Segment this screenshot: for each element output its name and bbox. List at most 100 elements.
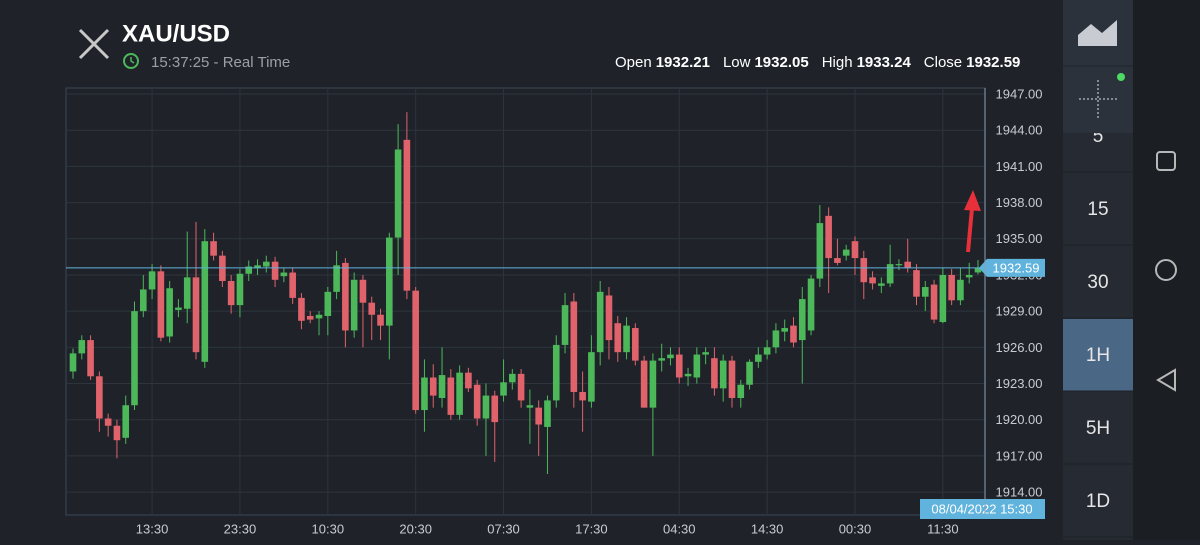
candle-body bbox=[869, 277, 876, 284]
candle-body bbox=[886, 264, 894, 284]
cursor-date-label: 08/04/2022 15:30 bbox=[931, 501, 1032, 516]
candle-body bbox=[675, 354, 683, 378]
candle-body bbox=[377, 314, 384, 326]
y-tick-label: 1941.00 bbox=[996, 159, 1043, 174]
x-tick-label: 11:30 bbox=[927, 521, 959, 536]
y-tick-label: 1947.00 bbox=[996, 86, 1043, 101]
nav-home[interactable] bbox=[1155, 259, 1177, 281]
axes: 1914.00 1917.00 1920.00 1923.00 1926.00 1929.… bbox=[66, 86, 1045, 536]
candle-body bbox=[465, 372, 472, 389]
price-tag bbox=[979, 258, 1045, 277]
candle-body bbox=[183, 277, 191, 309]
candle-body bbox=[421, 377, 428, 411]
candle-body bbox=[526, 405, 534, 408]
candle-body bbox=[447, 377, 455, 415]
timeframe-button[interactable]: 5H bbox=[1086, 418, 1110, 439]
x-tick-label: 07:30 bbox=[487, 521, 520, 536]
grid bbox=[66, 88, 985, 515]
candle-body bbox=[614, 323, 622, 353]
candle-body bbox=[755, 354, 762, 362]
close-button[interactable] bbox=[78, 28, 110, 60]
candle-body bbox=[298, 297, 305, 321]
ohlc-label: Low bbox=[723, 54, 751, 71]
y-tick-label: 1938.00 bbox=[996, 195, 1043, 210]
candle-body bbox=[210, 241, 217, 256]
candle-body bbox=[860, 258, 868, 283]
candle-body bbox=[359, 279, 367, 303]
candle-body bbox=[386, 237, 393, 326]
candle-body bbox=[403, 139, 411, 291]
candle-body bbox=[113, 425, 121, 441]
candle-body bbox=[333, 265, 340, 292]
candle-body bbox=[649, 360, 657, 408]
candle-body bbox=[535, 407, 542, 425]
candle-body bbox=[623, 325, 630, 353]
timeframe-button[interactable]: 5 bbox=[1093, 126, 1104, 147]
candle-body bbox=[254, 265, 261, 268]
candle-body bbox=[175, 307, 182, 310]
candle-body bbox=[509, 373, 516, 383]
candle-body bbox=[561, 305, 569, 345]
chart-type-icon[interactable] bbox=[1078, 20, 1117, 46]
candle-body bbox=[148, 271, 156, 290]
nav-bar bbox=[1133, 0, 1200, 540]
ohlc-value: 1932.05 bbox=[754, 54, 808, 71]
candle-body bbox=[772, 330, 780, 348]
x-tick-label: 20:30 bbox=[399, 521, 432, 536]
candle-body bbox=[702, 352, 709, 355]
y-tick-label: 1923.00 bbox=[996, 376, 1043, 391]
candle-body bbox=[227, 280, 235, 306]
candle-body bbox=[122, 405, 130, 438]
candle-body bbox=[429, 377, 437, 396]
candle-body bbox=[939, 274, 947, 323]
timeframe-button[interactable]: 15 bbox=[1087, 199, 1108, 220]
ohlc-value: 1932.21 bbox=[656, 54, 710, 71]
x-tick-label: 17:30 bbox=[575, 521, 608, 536]
candle-body bbox=[438, 375, 446, 398]
x-tick-label: 13:30 bbox=[136, 521, 169, 536]
candle-body bbox=[69, 353, 77, 372]
candle-body bbox=[324, 291, 332, 316]
candle-body bbox=[763, 347, 771, 355]
arrow-annotation bbox=[964, 190, 981, 253]
timeframe-button[interactable]: 1H bbox=[1086, 345, 1110, 366]
candle-body bbox=[719, 360, 727, 389]
timeframe-selected-bg bbox=[1063, 319, 1133, 391]
y-tick-label: 1929.00 bbox=[996, 304, 1043, 319]
price-tag-label: 1932.59 bbox=[993, 260, 1040, 275]
timeframe-button[interactable]: 1D bbox=[1086, 491, 1110, 512]
candle-body bbox=[517, 373, 525, 401]
ohlc-value: 1932.59 bbox=[966, 54, 1020, 71]
candle-body bbox=[746, 361, 753, 385]
candle-body bbox=[87, 340, 94, 377]
candle-body bbox=[737, 384, 745, 398]
candle-body bbox=[157, 271, 165, 338]
candle-body bbox=[834, 258, 841, 263]
candle-body bbox=[816, 223, 824, 279]
candle-body bbox=[965, 274, 973, 278]
y-tick-label: 1920.00 bbox=[996, 412, 1043, 427]
nav-back[interactable] bbox=[1156, 368, 1176, 392]
candle-body bbox=[798, 299, 806, 341]
ohlc-row: Open 1932.21 Low 1932.05 High 1933.24 Close 193… bbox=[615, 54, 1020, 71]
candle-body bbox=[974, 267, 982, 273]
candle-body bbox=[790, 325, 797, 343]
ohlc-value: 1933.24 bbox=[857, 54, 912, 71]
candle-body bbox=[957, 279, 964, 301]
candle-body bbox=[342, 262, 349, 331]
candle-body bbox=[315, 314, 323, 319]
y-tick-label: 1926.00 bbox=[996, 340, 1043, 355]
candle-body bbox=[667, 354, 674, 359]
y-tick-label: 1935.00 bbox=[996, 231, 1043, 246]
cursor-date-box bbox=[920, 499, 1045, 519]
candle-body bbox=[570, 301, 578, 392]
candle-body bbox=[781, 328, 788, 332]
candle-body bbox=[192, 277, 200, 353]
candle-body bbox=[728, 360, 736, 398]
timeframe-button[interactable]: 30 bbox=[1087, 272, 1108, 293]
x-tick-label: 23:30 bbox=[224, 521, 257, 536]
candle-body bbox=[596, 291, 604, 353]
candle-body bbox=[245, 266, 253, 274]
nav-recents[interactable] bbox=[1156, 151, 1176, 171]
